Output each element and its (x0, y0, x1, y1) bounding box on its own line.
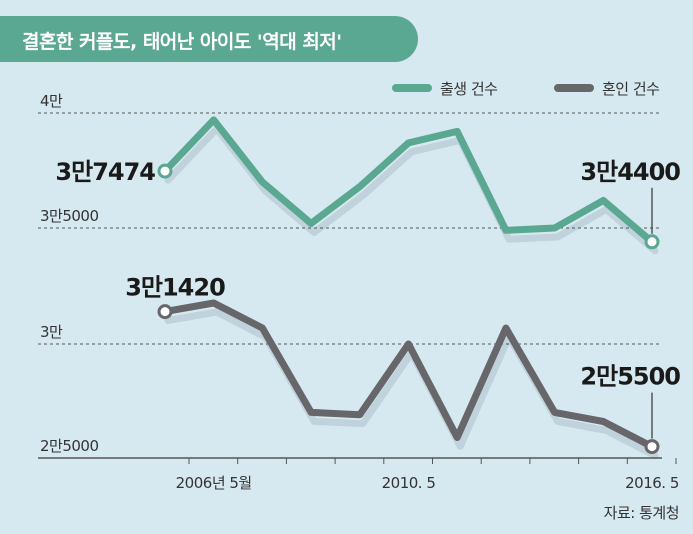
data-point (157, 304, 173, 320)
y-grid-label: 2만5000 (40, 437, 99, 455)
data-label: 3만7474 (55, 158, 155, 186)
chart-title: 결혼한 커플도, 태어난 아이도 '역대 최저' (22, 31, 342, 53)
source-note: 자료: 통계청 (603, 504, 680, 522)
x-tick-label: 2006년 5월 (176, 474, 252, 492)
data-label: 3만4400 (580, 158, 680, 186)
data-point (644, 234, 660, 250)
data-point (644, 439, 660, 455)
series-shadow (164, 125, 659, 255)
series-line-births (161, 116, 656, 246)
x-tick-label: 2016. 5 (625, 474, 679, 492)
legend: 출생 건수 혼인 건수 (392, 78, 682, 100)
data-point (157, 163, 173, 179)
legend-swatch-births (392, 84, 432, 92)
legend-swatch-marriages (554, 84, 594, 92)
title-banner: 결혼한 커플도, 태어난 아이도 '역대 최저' (0, 16, 418, 62)
x-tick-label: 2010. 5 (382, 474, 436, 492)
legend-label-marriages: 혼인 건수 (602, 80, 660, 98)
data-label: 2만5500 (580, 363, 680, 391)
y-grid-label: 4만 (40, 92, 63, 110)
legend-label-births: 출생 건수 (440, 80, 498, 98)
y-grid-label: 3만5000 (40, 207, 99, 225)
data-label: 3만1420 (125, 274, 225, 302)
series-line-marriages (161, 299, 656, 451)
y-grid-label: 3만 (40, 323, 63, 341)
